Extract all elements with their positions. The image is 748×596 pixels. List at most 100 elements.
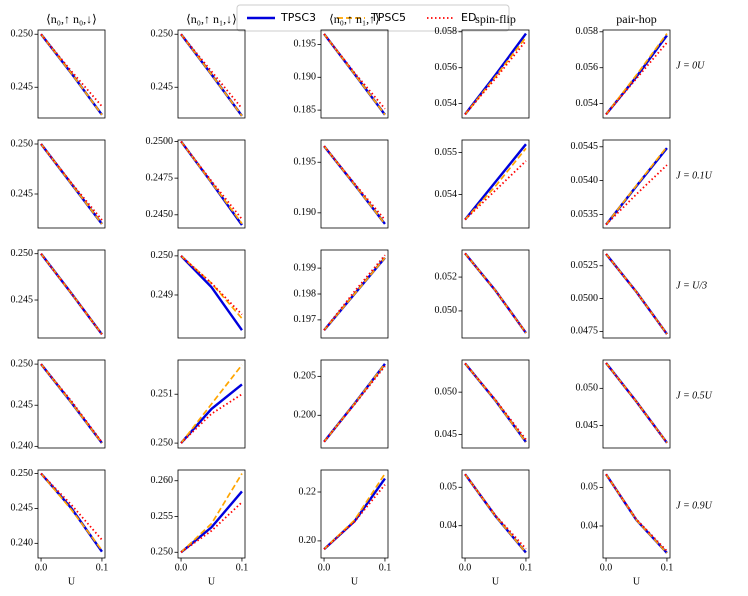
series-line bbox=[40, 143, 103, 221]
x-tick-label: 0.0 bbox=[175, 562, 188, 573]
series-line bbox=[605, 33, 668, 115]
series-line bbox=[323, 473, 386, 550]
axes-frame bbox=[320, 29, 389, 119]
y-tick-label: 0.0535 bbox=[571, 209, 599, 220]
y-tick-label: 0.250 bbox=[151, 437, 174, 448]
y-tick-label: 0.245 bbox=[11, 400, 34, 411]
series-line bbox=[323, 257, 386, 331]
x-tick-label: 0.1 bbox=[520, 562, 533, 573]
y-tick-label: 0.2475 bbox=[146, 172, 174, 183]
y-tick-label: 0.056 bbox=[435, 62, 458, 73]
y-tick-label: 0.0545 bbox=[571, 141, 599, 152]
axes-frame bbox=[37, 249, 106, 339]
legend-box bbox=[236, 4, 510, 32]
series-line bbox=[323, 33, 386, 110]
y-tick-label: 0.2450 bbox=[146, 209, 174, 220]
y-tick-label: 0.054 bbox=[576, 98, 599, 109]
series-line bbox=[40, 33, 103, 107]
x-tick-label: 0.1 bbox=[236, 562, 249, 573]
column-title: ⟨n₀,↑ n₁,↑⟩ bbox=[329, 12, 380, 26]
y-tick-label: 0.245 bbox=[11, 82, 34, 93]
axes-frame bbox=[37, 469, 106, 559]
series-line bbox=[40, 363, 103, 444]
axes-frame bbox=[461, 469, 530, 559]
y-tick-label: 0.190 bbox=[294, 72, 317, 83]
series-line bbox=[464, 473, 527, 554]
y-tick-label: 0.0540 bbox=[571, 175, 599, 186]
y-tick-label: 0.05 bbox=[581, 482, 599, 493]
series-line bbox=[464, 473, 527, 550]
y-tick-label: 0.251 bbox=[151, 389, 174, 400]
series-line bbox=[323, 363, 386, 443]
y-tick-label: 0.050 bbox=[435, 305, 458, 316]
y-tick-label: 0.245 bbox=[11, 503, 34, 514]
axes-frame bbox=[461, 139, 530, 229]
y-tick-label: 0.250 bbox=[151, 547, 174, 558]
column-title: pair-hop bbox=[616, 12, 656, 26]
row-label: J = 0.5U bbox=[676, 390, 713, 401]
y-tick-label: 0.260 bbox=[151, 475, 174, 486]
y-tick-label: 0.198 bbox=[294, 288, 317, 299]
legend-label: TPSC3 bbox=[280, 11, 316, 24]
series-line bbox=[180, 255, 243, 316]
y-tick-label: 0.052 bbox=[435, 271, 458, 282]
series-line bbox=[464, 362, 527, 441]
x-axis-label: U bbox=[68, 576, 76, 587]
y-tick-label: 0.0500 bbox=[571, 293, 599, 304]
series-line bbox=[180, 473, 243, 553]
axes-frame bbox=[177, 359, 246, 449]
legend-label: ED bbox=[461, 11, 476, 24]
x-tick-label: 0.1 bbox=[379, 562, 392, 573]
series-line bbox=[323, 365, 386, 443]
series-line bbox=[180, 501, 243, 554]
series-line bbox=[464, 362, 527, 443]
axes-frame bbox=[37, 139, 106, 229]
series-line bbox=[180, 140, 243, 225]
y-tick-label: 0.197 bbox=[294, 314, 317, 325]
row-label: J = U/3 bbox=[676, 280, 707, 291]
axes-frame bbox=[320, 139, 389, 229]
y-tick-label: 0.250 bbox=[151, 29, 174, 40]
y-tick-label: 0.190 bbox=[294, 207, 317, 218]
x-tick-label: 0.0 bbox=[600, 562, 613, 573]
y-tick-label: 0.056 bbox=[576, 62, 599, 73]
y-tick-label: 0.20 bbox=[299, 535, 317, 546]
y-tick-label: 0.245 bbox=[11, 188, 34, 199]
x-axis-label: U bbox=[208, 576, 216, 587]
y-tick-label: 0.250 bbox=[11, 29, 34, 40]
series-line bbox=[180, 140, 243, 220]
y-tick-label: 0.250 bbox=[11, 138, 34, 149]
y-tick-label: 0.050 bbox=[576, 383, 599, 394]
row-label: J = 0.9U bbox=[676, 500, 713, 511]
axes-frame bbox=[177, 29, 246, 119]
y-tick-label: 0.05 bbox=[440, 482, 458, 493]
y-tick-label: 0.0475 bbox=[571, 326, 599, 337]
y-tick-label: 0.04 bbox=[581, 520, 599, 531]
x-tick-label: 0.1 bbox=[96, 562, 109, 573]
axes-frame bbox=[602, 359, 671, 449]
y-tick-label: 0.058 bbox=[576, 26, 599, 37]
series-line bbox=[464, 143, 527, 221]
y-tick-label: 0.055 bbox=[435, 147, 458, 158]
series-line bbox=[464, 160, 527, 221]
axes-frame bbox=[461, 249, 530, 339]
y-tick-label: 0.050 bbox=[435, 386, 458, 397]
series-line bbox=[605, 362, 668, 444]
y-tick-label: 0.245 bbox=[11, 294, 34, 305]
row-label: J = 0.1U bbox=[676, 170, 713, 181]
series-line bbox=[464, 147, 527, 221]
axes-frame bbox=[461, 359, 530, 449]
y-tick-label: 0.195 bbox=[294, 157, 317, 168]
y-tick-label: 0.054 bbox=[435, 98, 458, 109]
axes-frame bbox=[602, 29, 671, 119]
y-tick-label: 0.04 bbox=[440, 520, 458, 531]
y-tick-label: 0.205 bbox=[294, 371, 317, 382]
series-line bbox=[323, 145, 386, 225]
series-line bbox=[605, 253, 668, 335]
axes-frame bbox=[177, 139, 246, 229]
y-tick-label: 0.245 bbox=[151, 82, 174, 93]
x-axis-label: U bbox=[351, 576, 359, 587]
y-tick-label: 0.045 bbox=[435, 429, 458, 440]
y-tick-label: 0.240 bbox=[11, 441, 34, 452]
